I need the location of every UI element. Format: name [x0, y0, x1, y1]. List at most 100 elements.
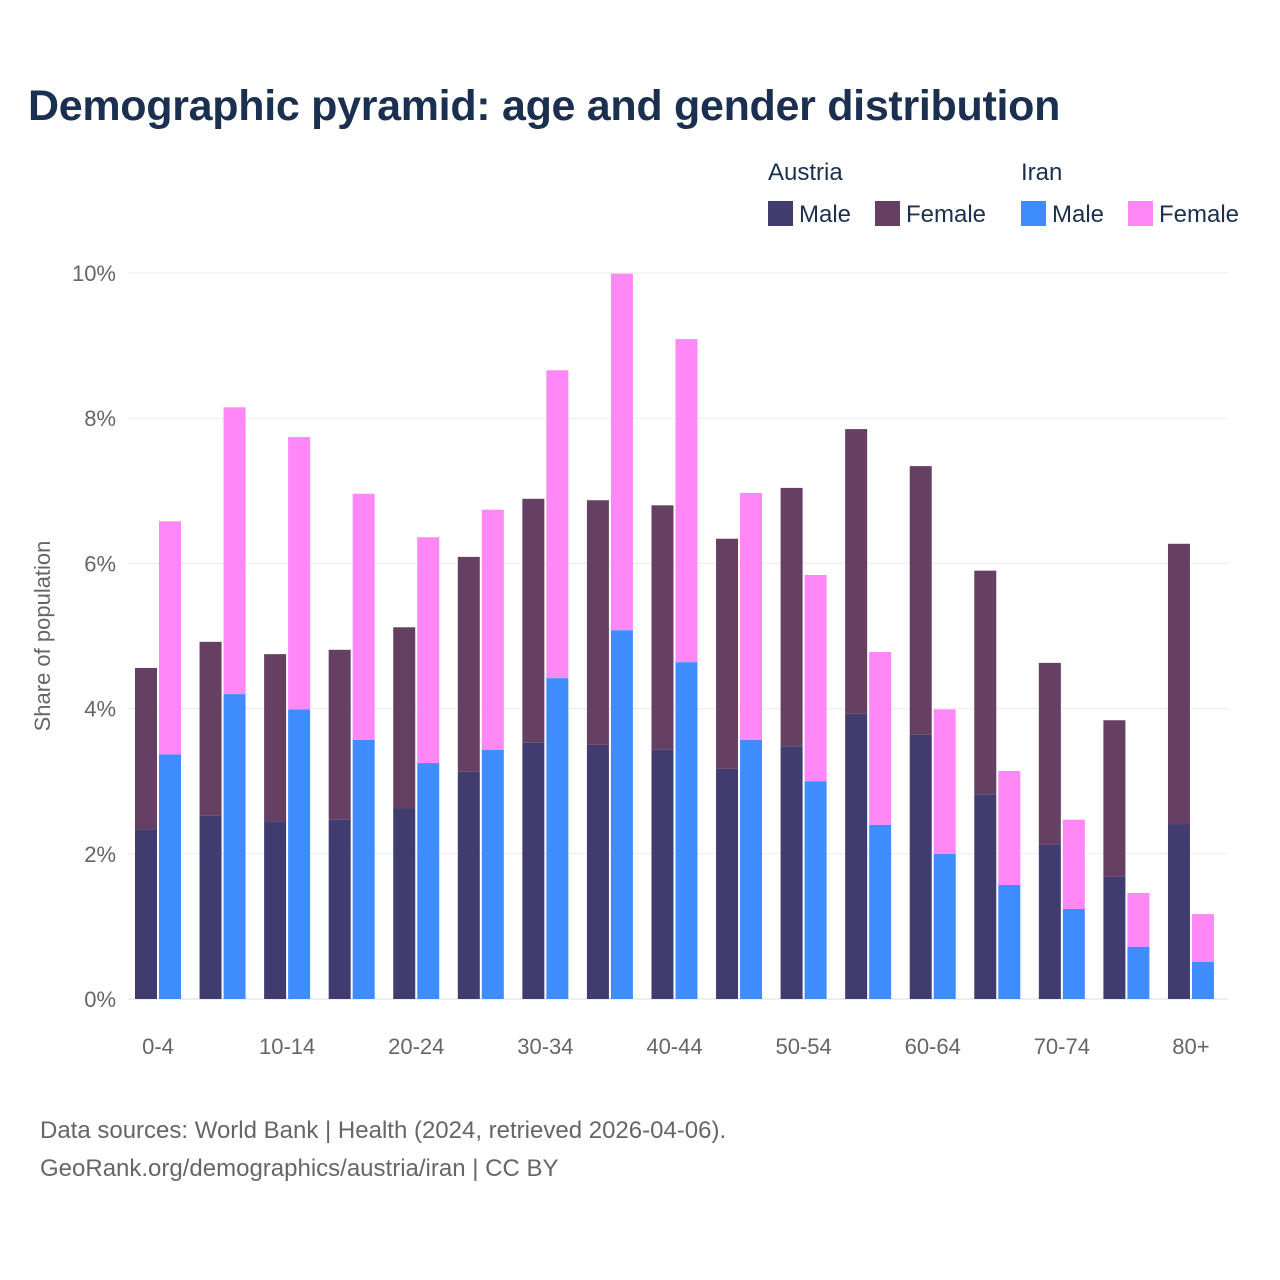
legend-label-iran-male[interactable]: Male [1052, 201, 1104, 228]
bar-iran-male [1191, 961, 1214, 999]
bar-group-20-24 [393, 537, 440, 999]
x-tick-label: 30-34 [517, 1034, 573, 1059]
x-tick-label: 80+ [1172, 1034, 1209, 1059]
bar-austria-male [716, 768, 739, 999]
bar-austria-male [845, 713, 868, 999]
bar-austria-female [457, 556, 480, 772]
y-axis-label: Share of population [30, 541, 55, 732]
bar-iran-male [804, 781, 827, 999]
bar-iran-female [675, 339, 698, 663]
bar-group-30-34 [522, 370, 569, 999]
bar-austria-female [974, 570, 997, 795]
bar-austria-male [1103, 876, 1126, 999]
bar-iran-female [288, 437, 311, 710]
x-tick-label: 70-74 [1034, 1034, 1090, 1059]
bar-austria-male [780, 746, 803, 999]
bar-iran-female [159, 521, 181, 755]
bars [135, 273, 1214, 999]
bar-austria-male [651, 749, 674, 999]
bar-group-10-14 [264, 437, 311, 999]
bar-iran-male [352, 739, 375, 999]
bar-iran-female [546, 370, 569, 679]
legend-label-iran-female[interactable]: Female [1159, 201, 1239, 228]
bar-austria-male [328, 819, 351, 999]
bar-iran-male [933, 853, 956, 999]
bar-iran-male [223, 694, 246, 999]
bar-iran-female [223, 407, 246, 695]
bar-austria-female [845, 429, 868, 714]
legend: Austria Male Female Iran Male Female [768, 159, 1239, 228]
bar-group-60-64 [909, 466, 956, 999]
legend-group-title: Iran [1021, 159, 1062, 186]
y-tick-label: 8% [84, 406, 116, 431]
footer-source: Data sources: World Bank | Health (2024,… [40, 1117, 727, 1144]
bar-iran-male [675, 662, 698, 999]
bar-austria-female [393, 627, 416, 809]
y-tick-label: 0% [84, 987, 116, 1012]
bar-austria-female [199, 641, 222, 816]
bar-austria-female [586, 500, 609, 745]
bar-austria-female [328, 649, 351, 820]
legend-swatch [768, 201, 793, 226]
legend-label-austria-female[interactable]: Female [906, 201, 986, 228]
bar-iran-female [417, 537, 440, 764]
bar-iran-male [740, 739, 763, 999]
bar-group-35-39 [586, 273, 633, 999]
bar-group-5-9 [199, 407, 246, 999]
bar-group-55-59 [845, 429, 892, 999]
bar-austria-female [264, 654, 287, 822]
x-tick-label: 20-24 [388, 1034, 444, 1059]
bar-group-65-69 [974, 570, 1021, 999]
bar-group-45-49 [716, 492, 763, 999]
bar-iran-female [352, 493, 375, 740]
bar-iran-male [546, 678, 569, 999]
bar-austria-female [651, 505, 674, 750]
bar-iran-female [998, 771, 1021, 886]
bar-iran-female [1191, 914, 1214, 962]
y-tick-label: 10% [72, 261, 116, 286]
bar-group-0-4 [135, 521, 181, 999]
chart-title: Demographic pyramid: age and gender dist… [28, 82, 1061, 130]
y-tick-label: 2% [84, 842, 116, 867]
bar-austria-male [393, 808, 416, 999]
bar-iran-female [804, 575, 827, 782]
bar-austria-female [522, 498, 545, 743]
footer-credit: GeoRank.org/demographics/austria/iran | … [40, 1155, 559, 1182]
bar-group-40-44 [651, 339, 698, 999]
bar-iran-male [481, 749, 504, 999]
bar-iran-male [1127, 946, 1150, 999]
legend-label-austria-male[interactable]: Male [799, 201, 851, 228]
bar-iran-male [869, 824, 892, 999]
bar-austria-male [909, 734, 932, 999]
bar-austria-female [1038, 662, 1061, 845]
bar-austria-male [199, 815, 222, 999]
bar-group-15-19 [328, 493, 375, 999]
bar-iran-female [740, 492, 763, 740]
bar-austria-male [1167, 824, 1190, 999]
gridlines: 0% 2% 4% 6% 8% 10% [72, 261, 1228, 1012]
x-tick-label: 10-14 [259, 1034, 315, 1059]
bar-austria-male [1038, 844, 1061, 999]
bar-austria-female [1167, 543, 1190, 825]
bar-austria-female [1103, 720, 1126, 877]
x-tick-label: 60-64 [905, 1034, 961, 1059]
legend-swatch [1021, 201, 1046, 226]
bar-austria-male [264, 821, 287, 999]
bar-iran-male [159, 754, 181, 999]
x-tick-label: 0-4 [142, 1034, 174, 1059]
bar-austria-male [522, 742, 545, 999]
legend-swatch [875, 201, 900, 226]
bar-austria-female [780, 487, 803, 747]
y-tick-label: 6% [84, 551, 116, 576]
bar-group-80+ [1167, 543, 1214, 999]
bar-iran-female [1062, 819, 1085, 909]
bar-iran-female [869, 651, 892, 825]
x-tick-label: 40-44 [646, 1034, 702, 1059]
legend-swatch [1128, 201, 1153, 226]
bar-austria-male [974, 794, 997, 999]
bar-group-50-54 [780, 487, 827, 999]
bar-austria-male [457, 771, 480, 999]
bar-iran-male [998, 885, 1021, 999]
bar-austria-female [909, 466, 932, 735]
